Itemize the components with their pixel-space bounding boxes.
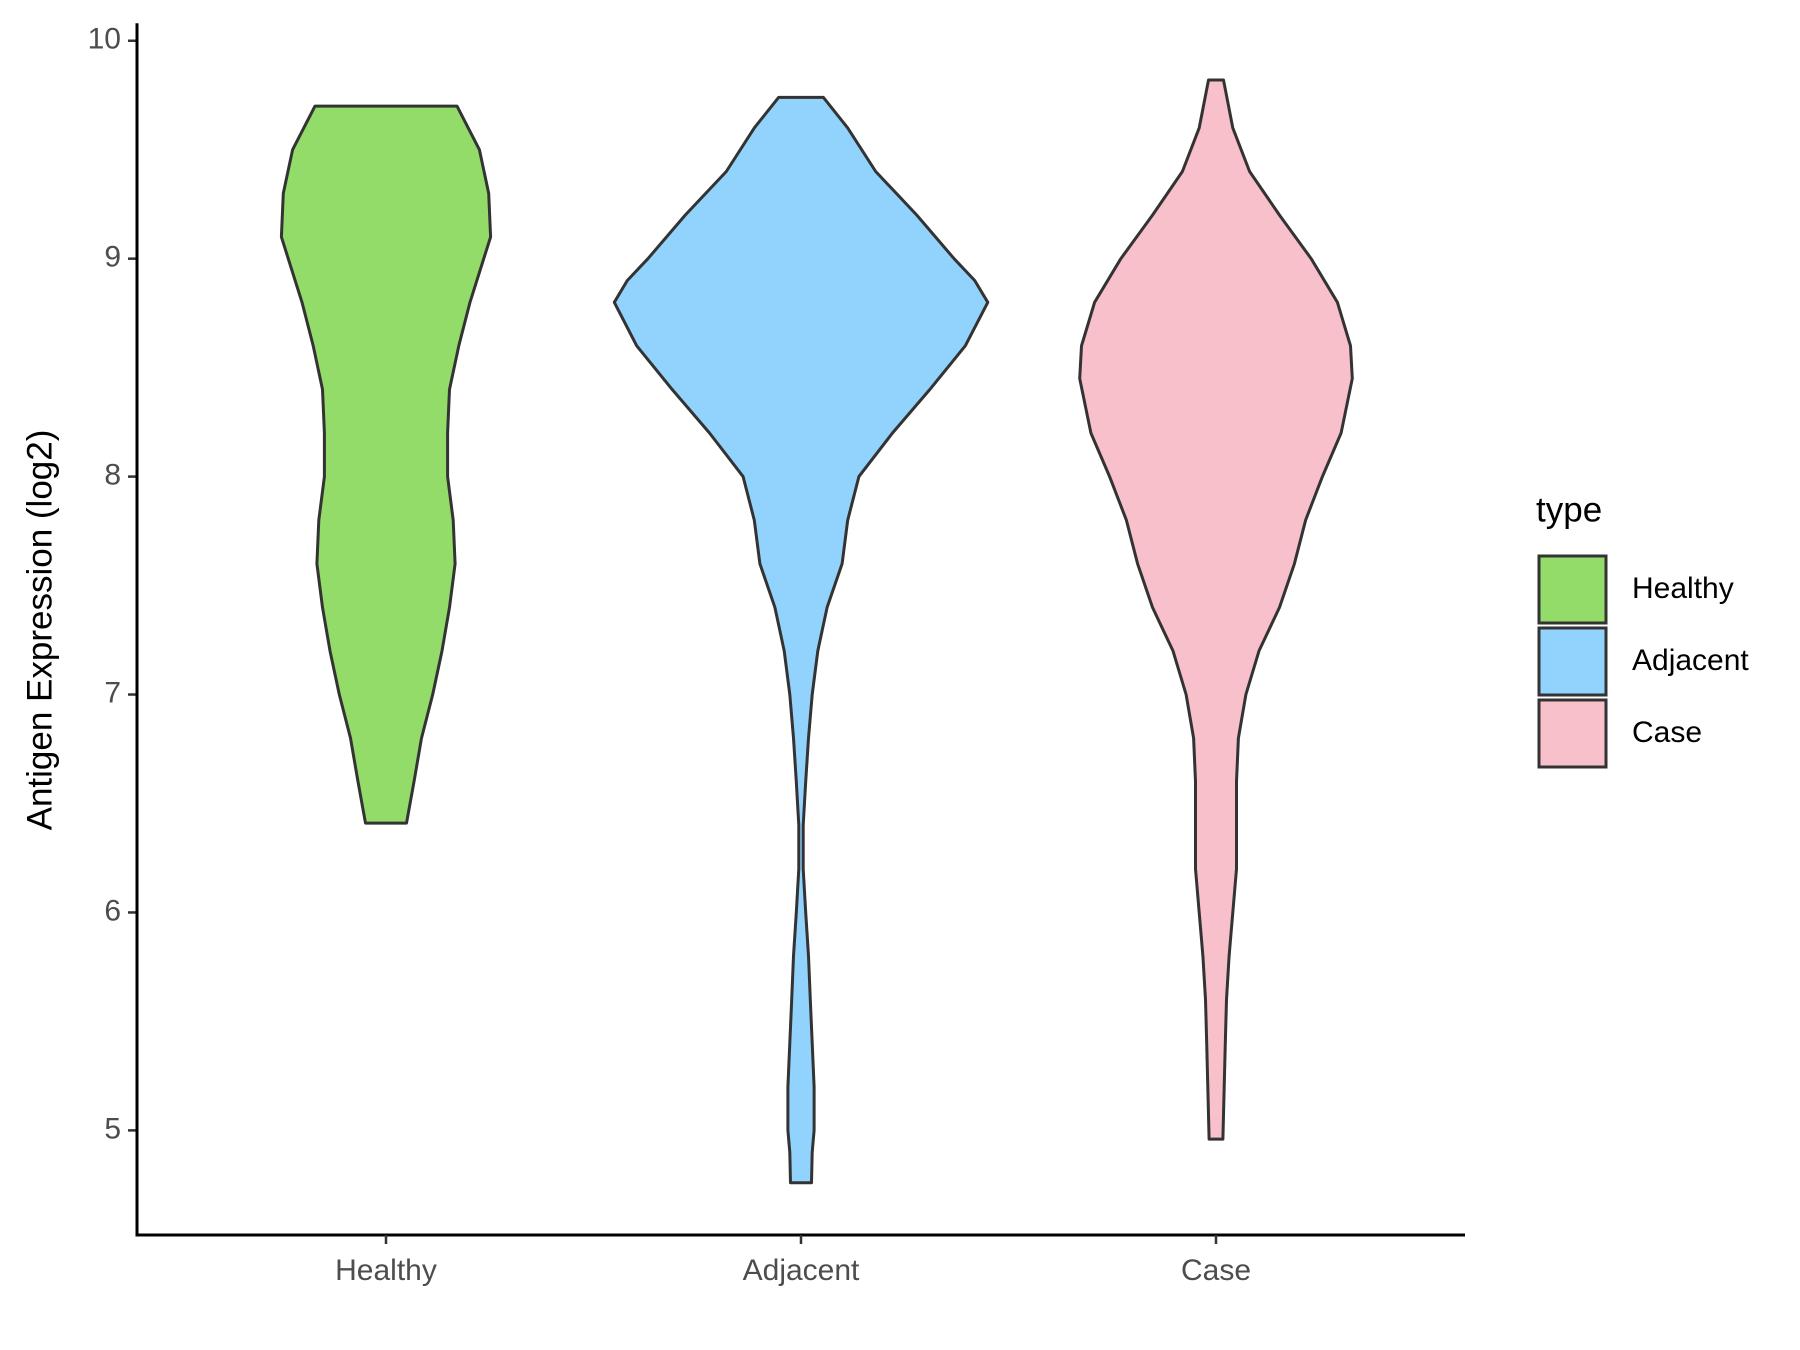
y-tick-label: 6 — [104, 894, 121, 927]
y-tick-label: 7 — [104, 676, 121, 709]
legend-label: Healthy — [1632, 572, 1734, 605]
legend-label: Case — [1632, 716, 1702, 749]
violin — [612, 95, 990, 1185]
x-tick-label: Case — [1181, 1254, 1251, 1287]
y-tick-label: 10 — [88, 23, 121, 56]
y-tick-label: 9 — [104, 241, 121, 274]
violin — [1078, 78, 1354, 1141]
y-tick-label: 8 — [104, 459, 121, 492]
violin — [279, 104, 493, 825]
legend-key — [1537, 698, 1608, 769]
legend-key — [1537, 626, 1608, 697]
legend-label: Adjacent — [1632, 644, 1749, 677]
y-axis-title: Antigen Expression (log2) — [20, 430, 59, 831]
x-tick-label: Adjacent — [743, 1254, 860, 1287]
y-tick-label: 5 — [104, 1112, 121, 1145]
legend-title: type — [1536, 490, 1602, 529]
legend-key — [1537, 554, 1608, 625]
x-tick-label: Healthy — [335, 1254, 437, 1287]
